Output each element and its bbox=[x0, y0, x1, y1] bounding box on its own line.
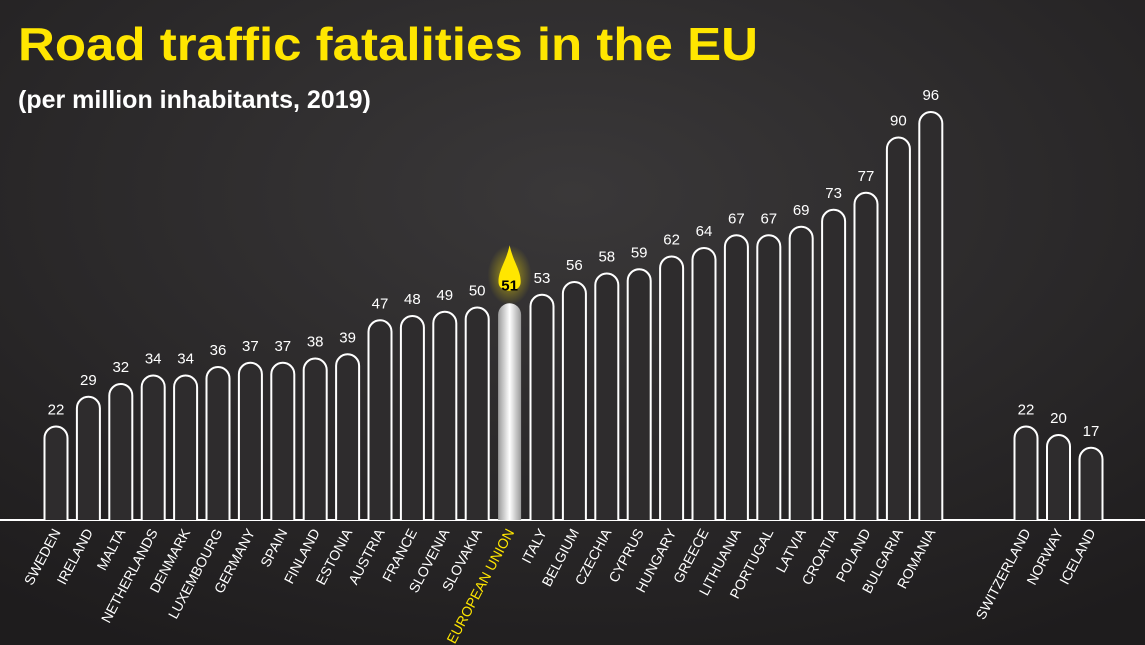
bar bbox=[75, 395, 101, 520]
value-label: 32 bbox=[112, 359, 129, 376]
value-label: 49 bbox=[436, 287, 453, 304]
value-label: 67 bbox=[760, 210, 777, 227]
value-label: 73 bbox=[825, 185, 842, 202]
value-label: 67 bbox=[728, 210, 745, 227]
value-label: 36 bbox=[210, 342, 227, 359]
value-label: 59 bbox=[631, 244, 648, 261]
value-label: 90 bbox=[890, 113, 907, 130]
value-label: 34 bbox=[145, 351, 162, 368]
value-label: 34 bbox=[177, 351, 194, 368]
value-label: 53 bbox=[534, 270, 551, 287]
bar bbox=[918, 111, 944, 520]
bar bbox=[691, 247, 717, 520]
value-label: 29 bbox=[80, 372, 97, 389]
bar bbox=[659, 255, 685, 520]
bar bbox=[788, 225, 814, 520]
bar bbox=[302, 357, 328, 520]
bar bbox=[561, 281, 587, 520]
value-label: 96 bbox=[922, 87, 939, 104]
value-label: 51 bbox=[501, 277, 518, 294]
flame bbox=[498, 245, 521, 291]
bar bbox=[464, 306, 490, 520]
value-label: 64 bbox=[696, 223, 713, 240]
value-label: 39 bbox=[339, 329, 356, 346]
bar bbox=[756, 234, 782, 520]
value-label: 22 bbox=[1018, 402, 1035, 419]
value-label: 48 bbox=[404, 291, 421, 308]
bar bbox=[1078, 446, 1104, 520]
value-label: 17 bbox=[1083, 423, 1100, 440]
bar bbox=[498, 303, 522, 520]
chart-subtitle: (per million inhabitants, 2019) bbox=[18, 86, 371, 114]
value-label: 50 bbox=[469, 283, 486, 300]
bar bbox=[1013, 425, 1039, 520]
bar bbox=[723, 234, 749, 520]
bar bbox=[270, 361, 296, 520]
bar bbox=[626, 268, 652, 520]
value-label: 69 bbox=[793, 202, 810, 219]
value-label: 22 bbox=[48, 402, 65, 419]
bar bbox=[529, 293, 555, 520]
bar bbox=[399, 315, 425, 520]
bar bbox=[173, 374, 199, 520]
bar bbox=[43, 425, 69, 520]
bar bbox=[205, 366, 231, 520]
value-label: 47 bbox=[372, 295, 389, 312]
value-label: 56 bbox=[566, 257, 583, 274]
value-label: 77 bbox=[858, 168, 875, 185]
bar bbox=[853, 191, 879, 520]
bar bbox=[367, 319, 393, 520]
value-label: 58 bbox=[598, 249, 615, 266]
bar bbox=[140, 374, 166, 520]
value-label: 62 bbox=[663, 232, 680, 249]
chart-title: Road traffic fatalities in the EU bbox=[18, 18, 758, 70]
value-label: 37 bbox=[242, 338, 259, 355]
bar bbox=[594, 272, 620, 520]
bar bbox=[1046, 434, 1071, 520]
bar bbox=[821, 208, 847, 520]
bar bbox=[335, 353, 361, 520]
value-label: 20 bbox=[1050, 410, 1067, 427]
value-label: 37 bbox=[274, 338, 291, 355]
bar bbox=[432, 310, 458, 520]
bar bbox=[885, 136, 911, 520]
bar bbox=[108, 383, 134, 520]
value-label: 38 bbox=[307, 334, 324, 351]
bar bbox=[237, 361, 263, 520]
